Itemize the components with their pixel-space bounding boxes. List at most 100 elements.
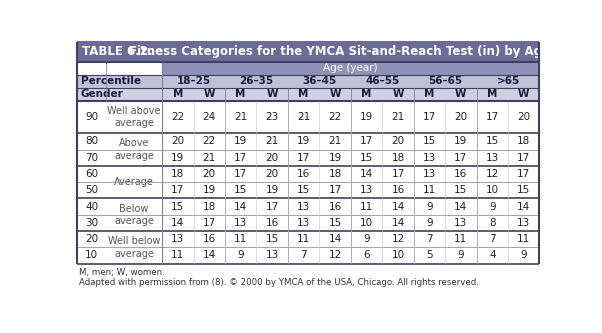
Text: 20: 20 [203, 169, 216, 179]
Text: 7: 7 [300, 250, 307, 260]
Text: 13: 13 [455, 218, 468, 228]
Text: M: M [424, 89, 435, 99]
Text: 21: 21 [265, 137, 279, 147]
Text: 26–35: 26–35 [240, 76, 273, 86]
Text: 6: 6 [363, 250, 370, 260]
Text: W: W [266, 89, 278, 99]
Text: 17: 17 [234, 169, 247, 179]
Text: 18: 18 [329, 169, 342, 179]
Text: W: W [203, 89, 215, 99]
Text: 19: 19 [329, 153, 342, 163]
Text: 20: 20 [265, 153, 279, 163]
Text: 16: 16 [203, 234, 216, 244]
Text: 21: 21 [203, 153, 216, 163]
Text: 24: 24 [203, 112, 216, 122]
Text: 21: 21 [297, 112, 310, 122]
Text: 16: 16 [329, 201, 342, 211]
Text: 46–55: 46–55 [365, 76, 399, 86]
Text: 10: 10 [85, 250, 98, 260]
Text: 14: 14 [171, 218, 184, 228]
Text: 15: 15 [234, 185, 247, 195]
Text: TABLE 6.2.: TABLE 6.2. [82, 45, 153, 58]
Text: W: W [329, 89, 341, 99]
Text: 20: 20 [517, 112, 530, 122]
Text: 14: 14 [391, 218, 405, 228]
Text: 18: 18 [203, 201, 216, 211]
Text: 9: 9 [363, 234, 370, 244]
Text: 11: 11 [360, 201, 373, 211]
Text: 15: 15 [265, 234, 279, 244]
Text: M: M [235, 89, 246, 99]
Text: W: W [455, 89, 467, 99]
Text: 22: 22 [171, 112, 184, 122]
Text: 16: 16 [265, 218, 279, 228]
Text: 16: 16 [455, 169, 468, 179]
Text: 13: 13 [423, 153, 436, 163]
Text: 90: 90 [85, 112, 98, 122]
Text: 80: 80 [85, 137, 98, 147]
Text: 8: 8 [489, 218, 495, 228]
Text: Fitness Categories for the YMCA Sit-and-Reach Test (in) by Age and Sex: Fitness Categories for the YMCA Sit-and-… [125, 45, 602, 58]
Text: 14: 14 [517, 201, 530, 211]
Text: 13: 13 [297, 201, 310, 211]
Text: >65: >65 [497, 76, 520, 86]
Text: 13: 13 [234, 218, 247, 228]
Text: 14: 14 [391, 201, 405, 211]
Text: 17: 17 [517, 153, 530, 163]
Text: 15: 15 [329, 218, 342, 228]
Text: 10: 10 [360, 218, 373, 228]
Text: 16: 16 [391, 185, 405, 195]
Text: 14: 14 [234, 201, 247, 211]
Text: 60: 60 [85, 169, 98, 179]
Text: 11: 11 [455, 234, 468, 244]
Text: 20: 20 [85, 234, 98, 244]
Text: 17: 17 [297, 153, 310, 163]
Text: 11: 11 [423, 185, 436, 195]
Text: 15: 15 [486, 137, 499, 147]
Text: 12: 12 [329, 250, 342, 260]
Text: 17: 17 [203, 218, 216, 228]
Text: 36–45: 36–45 [302, 76, 337, 86]
Text: 15: 15 [423, 137, 436, 147]
Text: Average: Average [114, 177, 154, 187]
Text: 18–25: 18–25 [176, 76, 211, 86]
Text: 4: 4 [489, 250, 495, 260]
Text: M: M [361, 89, 371, 99]
Text: 30: 30 [85, 218, 98, 228]
Text: Below
average: Below average [114, 203, 154, 226]
Text: 18: 18 [391, 153, 405, 163]
Text: 17: 17 [234, 153, 247, 163]
Bar [77, 88, 539, 101]
Text: 15: 15 [517, 185, 530, 195]
Text: 11: 11 [171, 250, 184, 260]
Bar [77, 62, 162, 75]
Text: 11: 11 [517, 234, 530, 244]
Text: M: M [487, 89, 497, 99]
Text: 13: 13 [486, 153, 499, 163]
Text: 19: 19 [234, 137, 247, 147]
Text: 19: 19 [455, 137, 468, 147]
Text: 7: 7 [426, 234, 433, 244]
Text: 20: 20 [391, 137, 405, 147]
Text: 17: 17 [391, 169, 405, 179]
Text: 17: 17 [360, 137, 373, 147]
Text: 21: 21 [234, 112, 247, 122]
Bar [162, 62, 539, 75]
Text: 9: 9 [489, 201, 495, 211]
Text: 14: 14 [203, 250, 216, 260]
Text: 7: 7 [489, 234, 495, 244]
Text: W: W [392, 89, 404, 99]
Text: 15: 15 [171, 201, 184, 211]
Text: 19: 19 [297, 137, 310, 147]
Text: 19: 19 [171, 153, 184, 163]
Text: M: M [173, 89, 183, 99]
Text: 13: 13 [265, 250, 279, 260]
Text: 14: 14 [360, 169, 373, 179]
Text: 56–65: 56–65 [428, 76, 462, 86]
Text: 17: 17 [329, 185, 342, 195]
Text: Gender: Gender [81, 89, 123, 99]
Text: 9: 9 [426, 218, 433, 228]
Text: 20: 20 [455, 112, 467, 122]
Text: 9: 9 [458, 250, 464, 260]
Text: 21: 21 [329, 137, 342, 147]
